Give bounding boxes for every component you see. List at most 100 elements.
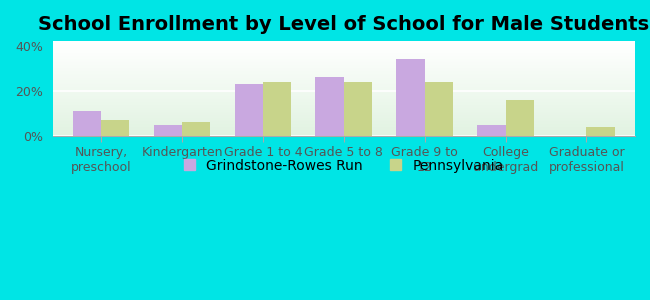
- Bar: [53, 108, 635, 109]
- Bar: [53, 102, 635, 103]
- Bar: [53, 56, 635, 57]
- Bar: [53, 92, 635, 93]
- Bar: [53, 64, 635, 65]
- Bar: [53, 114, 635, 115]
- Bar: [53, 76, 635, 77]
- Bar: [53, 74, 635, 75]
- Bar: [53, 53, 635, 54]
- Bar: [53, 122, 635, 123]
- Bar: [53, 120, 635, 121]
- Bar: [53, 96, 635, 97]
- Bar: [53, 109, 635, 110]
- Bar: [53, 132, 635, 133]
- Bar: [53, 85, 635, 86]
- Bar: [53, 99, 635, 100]
- Bar: [53, 117, 635, 118]
- Bar: [315, 77, 344, 136]
- Bar: [53, 84, 635, 85]
- Bar: [53, 103, 635, 104]
- Bar: [53, 90, 635, 91]
- Bar: [53, 52, 635, 53]
- Bar: [53, 63, 635, 64]
- Bar: [53, 87, 635, 88]
- Bar: [53, 46, 635, 47]
- Bar: [101, 120, 129, 136]
- Bar: [53, 106, 635, 107]
- Bar: [53, 66, 635, 67]
- Bar: [53, 124, 635, 125]
- Bar: [53, 45, 635, 46]
- Bar: [53, 82, 635, 83]
- Bar: [53, 111, 635, 112]
- Bar: [506, 100, 534, 136]
- Bar: [53, 113, 635, 114]
- Bar: [424, 82, 453, 136]
- Bar: [53, 50, 635, 51]
- Bar: [153, 124, 182, 136]
- Bar: [53, 71, 635, 72]
- Bar: [53, 42, 635, 43]
- Bar: [53, 77, 635, 78]
- Bar: [182, 122, 211, 136]
- Bar: [53, 59, 635, 60]
- Bar: [263, 82, 291, 136]
- Bar: [53, 131, 635, 132]
- Bar: [506, 100, 534, 136]
- Bar: [53, 133, 635, 134]
- Bar: [53, 127, 635, 128]
- Bar: [53, 80, 635, 81]
- Bar: [53, 135, 635, 136]
- Bar: [53, 126, 635, 127]
- Bar: [396, 59, 424, 136]
- Bar: [586, 127, 615, 136]
- Bar: [586, 127, 615, 136]
- Bar: [73, 111, 101, 136]
- Bar: [477, 124, 506, 136]
- Bar: [53, 57, 635, 58]
- Bar: [53, 58, 635, 59]
- Bar: [53, 94, 635, 95]
- Legend: Grindstone-Rowes Run, Pennsylvania: Grindstone-Rowes Run, Pennsylvania: [178, 153, 510, 178]
- Bar: [53, 88, 635, 89]
- Bar: [53, 119, 635, 120]
- Bar: [182, 122, 211, 136]
- Bar: [53, 69, 635, 70]
- Bar: [53, 61, 635, 62]
- Bar: [53, 107, 635, 108]
- Bar: [53, 95, 635, 96]
- Bar: [53, 70, 635, 71]
- Bar: [53, 123, 635, 124]
- Bar: [53, 51, 635, 52]
- Bar: [235, 84, 263, 136]
- Bar: [53, 130, 635, 131]
- Bar: [53, 73, 635, 74]
- Bar: [53, 115, 635, 116]
- Bar: [344, 82, 372, 136]
- Bar: [344, 82, 372, 136]
- Bar: [53, 43, 635, 44]
- Bar: [53, 75, 635, 76]
- Bar: [424, 82, 453, 136]
- Bar: [53, 110, 635, 111]
- Bar: [53, 128, 635, 129]
- Bar: [53, 65, 635, 66]
- Bar: [53, 129, 635, 130]
- Bar: [53, 67, 635, 68]
- Bar: [101, 120, 129, 136]
- Bar: [53, 98, 635, 99]
- Bar: [53, 55, 635, 56]
- Bar: [53, 62, 635, 63]
- Bar: [235, 84, 263, 136]
- Bar: [53, 97, 635, 98]
- Bar: [53, 68, 635, 69]
- Bar: [53, 61, 635, 62]
- Bar: [73, 111, 101, 136]
- Bar: [53, 134, 635, 135]
- Bar: [53, 101, 635, 102]
- Bar: [53, 60, 635, 61]
- Bar: [53, 86, 635, 87]
- Bar: [477, 124, 506, 136]
- Title: School Enrollment by Level of School for Male Students: School Enrollment by Level of School for…: [38, 15, 649, 34]
- Bar: [53, 44, 635, 45]
- Bar: [53, 79, 635, 80]
